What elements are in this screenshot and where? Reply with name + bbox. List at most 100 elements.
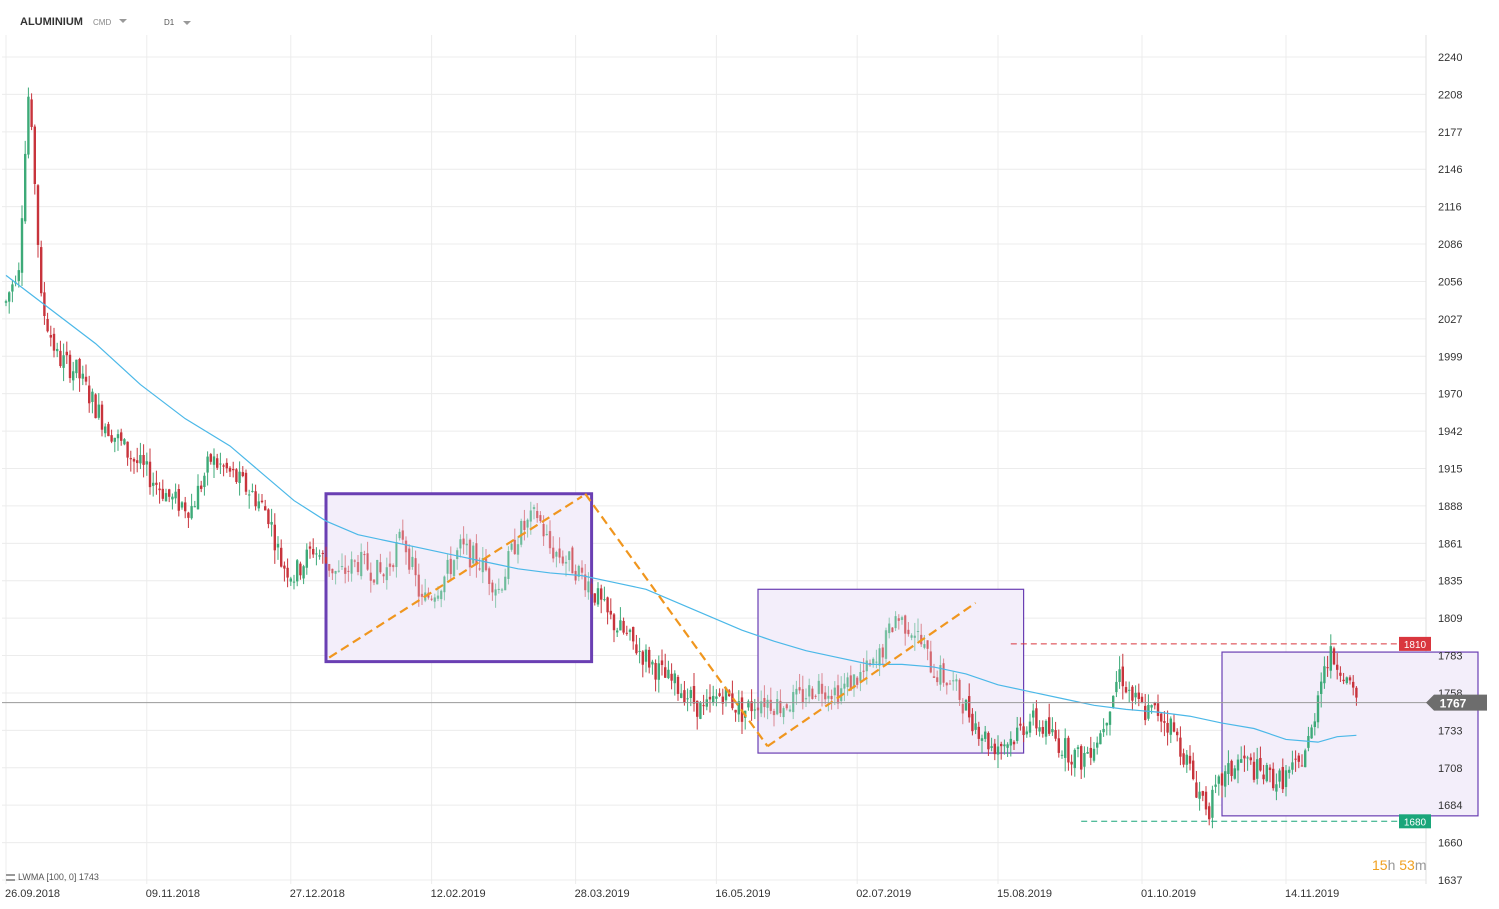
candle-body <box>1060 754 1064 756</box>
candle-body <box>1224 771 1227 787</box>
candle-body <box>1131 686 1134 701</box>
candle-body <box>33 126 36 185</box>
candle-body <box>94 394 97 419</box>
candle-body <box>1108 711 1112 725</box>
trend-line <box>584 493 769 747</box>
candle-body <box>1336 664 1339 670</box>
candle-body <box>1188 755 1192 764</box>
candle-body <box>296 560 299 582</box>
candle-body <box>1236 759 1240 771</box>
candle-body <box>1275 784 1278 792</box>
candle-body <box>369 572 372 581</box>
y-tick-label: 1660 <box>1438 838 1462 850</box>
candle-body <box>750 701 753 712</box>
candle-body <box>1099 733 1102 745</box>
candle-body <box>977 726 980 739</box>
y-tick-label: 1970 <box>1438 389 1462 401</box>
candle-body <box>587 581 590 593</box>
candle-body <box>571 547 574 574</box>
x-tick-label: 12.02.2019 <box>431 888 486 900</box>
candle-body <box>222 465 225 467</box>
candle-body <box>939 665 942 685</box>
candle-body <box>1160 713 1163 722</box>
candle-body <box>513 539 516 555</box>
candle-body <box>1323 666 1326 684</box>
candle-body <box>1265 765 1268 782</box>
candle-body <box>516 544 520 555</box>
trend-line <box>766 602 977 748</box>
candle-body <box>1153 702 1156 706</box>
candle-body <box>609 610 612 615</box>
candle-body <box>161 488 164 499</box>
timeframe-select[interactable]: D1 <box>164 18 175 27</box>
candle-body <box>760 701 763 714</box>
candle-body <box>78 358 81 379</box>
chevron-down-icon[interactable] <box>183 21 191 25</box>
candle-body <box>993 743 996 755</box>
candle-body <box>708 696 712 700</box>
indicator-label: LWMA [100, 0] <box>18 872 77 882</box>
candle-body <box>1220 773 1224 786</box>
y-tick-label: 1708 <box>1438 763 1462 775</box>
candle-body <box>398 531 401 539</box>
candle-body <box>152 482 155 486</box>
candle-body <box>990 746 993 748</box>
candle-body <box>184 502 187 512</box>
candle-body <box>958 679 961 700</box>
candle-body <box>315 553 318 555</box>
candle-body <box>308 546 312 549</box>
candle-body <box>142 454 145 465</box>
candle-body <box>468 539 472 568</box>
candle-body <box>305 549 308 568</box>
candle-body <box>843 683 846 689</box>
candle-body <box>833 687 836 696</box>
y-tick-label: 2177 <box>1438 127 1462 139</box>
candle-body <box>1051 729 1054 733</box>
candle-body <box>1211 789 1214 818</box>
candle-body <box>1300 765 1304 767</box>
candle-body <box>446 559 449 574</box>
candle-body <box>702 705 705 707</box>
candle-body <box>1057 738 1060 753</box>
chevron-down-icon[interactable] <box>119 19 127 23</box>
candle-body <box>1121 666 1124 687</box>
candle-body <box>206 456 209 473</box>
candle-body <box>584 574 587 591</box>
candle-body <box>836 685 840 704</box>
trend-line <box>328 495 583 659</box>
candle-body <box>459 539 462 549</box>
candle-body <box>689 690 692 699</box>
candle-body <box>340 566 344 568</box>
candle-body <box>27 96 30 155</box>
candle-body <box>996 746 1000 755</box>
candle-body <box>520 520 523 545</box>
candle-body <box>212 456 216 465</box>
candle-body <box>1128 689 1131 691</box>
candle-body <box>270 521 273 525</box>
x-tick-label: 09.11.2018 <box>146 888 200 900</box>
candle-body <box>849 675 852 691</box>
candle-body <box>1288 769 1291 773</box>
candle-body <box>795 688 798 695</box>
candle-body <box>1243 755 1246 759</box>
candle-body <box>1332 648 1336 665</box>
y-tick-label: 1915 <box>1438 464 1462 476</box>
symbol-name[interactable]: ALUMINIUM <box>20 16 83 28</box>
indicator-legend[interactable]: LWMA [100, 0] 1743 <box>6 872 99 882</box>
candle-body <box>225 462 228 469</box>
candle-body <box>478 568 481 570</box>
candle-body <box>116 434 120 439</box>
candle-body <box>209 454 212 462</box>
menu-icon[interactable] <box>6 874 15 882</box>
candle-body <box>785 704 788 709</box>
candle-body <box>356 562 360 573</box>
candle-body <box>667 669 670 679</box>
candle-body <box>721 696 724 704</box>
candle-body <box>734 709 737 713</box>
candle-body <box>1176 731 1179 736</box>
candle-body <box>961 703 964 714</box>
candle-body <box>984 731 987 739</box>
candle-body <box>1233 768 1236 779</box>
pattern-box <box>757 588 1025 754</box>
